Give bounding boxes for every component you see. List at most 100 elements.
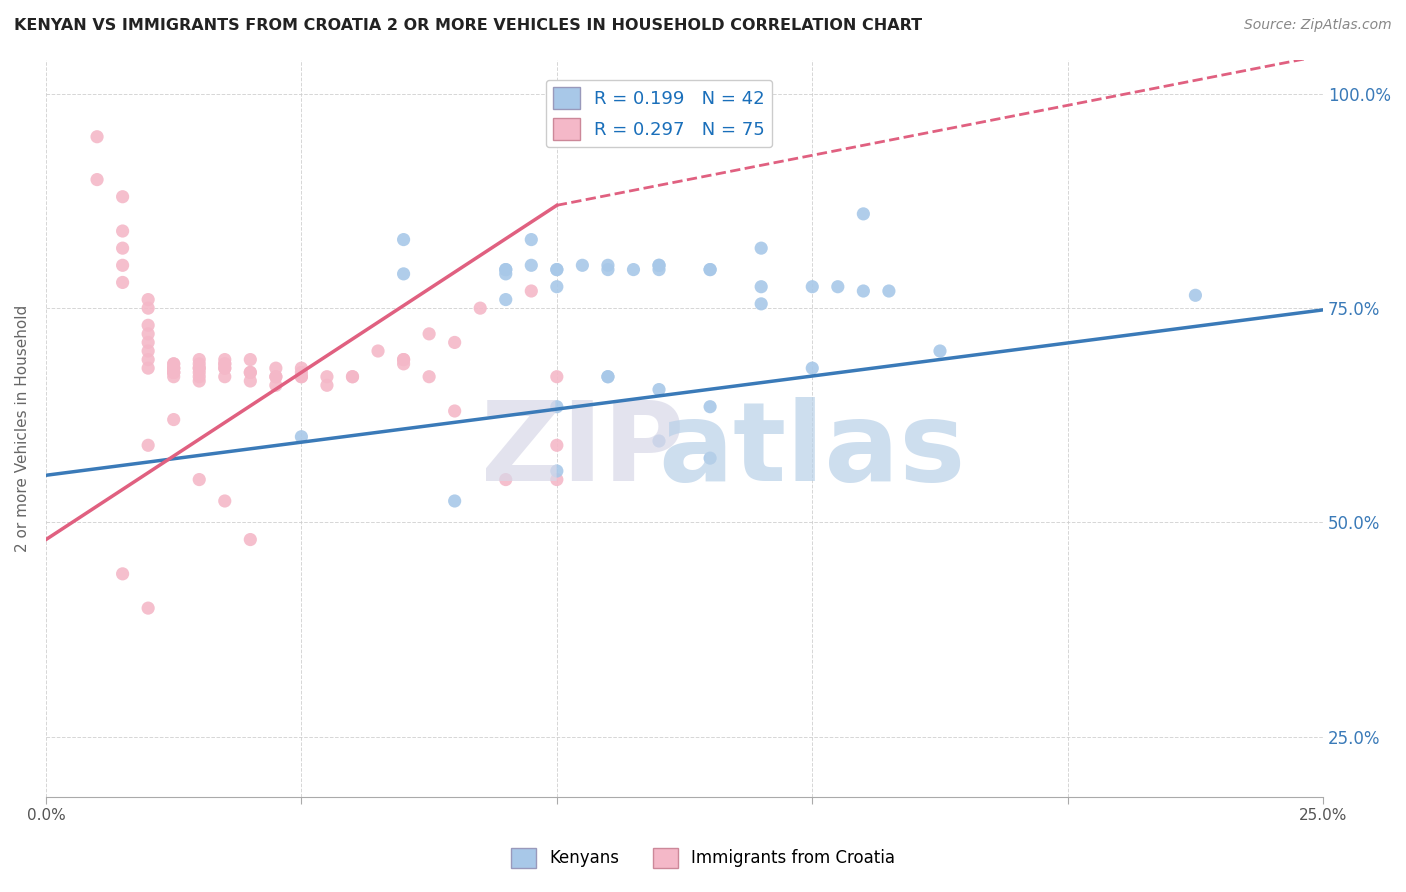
Point [136, 301, 159, 315]
Point [188, 361, 211, 376]
Text: atlas: atlas [658, 397, 966, 504]
Legend: Kenyans, Immigrants from Croatia: Kenyans, Immigrants from Croatia [505, 841, 901, 875]
Point [111, 566, 134, 581]
Point [188, 352, 211, 367]
Point [443, 494, 465, 508]
Point [163, 357, 186, 371]
Point [596, 369, 619, 384]
Point [546, 369, 568, 384]
Point [111, 224, 134, 238]
Point [699, 262, 721, 277]
Point [163, 366, 186, 380]
Point [86, 172, 108, 186]
Point [214, 352, 236, 367]
Point [136, 343, 159, 358]
Point [443, 404, 465, 418]
Point [290, 430, 312, 444]
Point [495, 267, 517, 281]
Text: KENYAN VS IMMIGRANTS FROM CROATIA 2 OR MORE VEHICLES IN HOUSEHOLD CORRELATION CH: KENYAN VS IMMIGRANTS FROM CROATIA 2 OR M… [14, 18, 922, 33]
Point [827, 279, 849, 293]
Point [188, 473, 211, 487]
Point [163, 361, 186, 376]
Point [443, 335, 465, 350]
Point [648, 258, 671, 272]
Point [86, 129, 108, 144]
Point [239, 374, 262, 388]
Point [163, 369, 186, 384]
Point [188, 366, 211, 380]
Point [749, 241, 772, 255]
Point [546, 473, 568, 487]
Point [239, 533, 262, 547]
Point [596, 258, 619, 272]
Point [546, 262, 568, 277]
Point [648, 258, 671, 272]
Point [495, 473, 517, 487]
Point [749, 279, 772, 293]
Point [648, 434, 671, 448]
Point [188, 369, 211, 384]
Point [470, 301, 492, 315]
Legend: R = 0.199   N = 42, R = 0.297   N = 75: R = 0.199 N = 42, R = 0.297 N = 75 [546, 79, 772, 147]
Point [163, 361, 186, 376]
Point [264, 369, 287, 384]
Point [136, 326, 159, 341]
Point [392, 233, 415, 247]
Point [648, 383, 671, 397]
Point [546, 438, 568, 452]
Point [418, 369, 440, 384]
Point [699, 262, 721, 277]
Point [111, 276, 134, 290]
Point [214, 357, 236, 371]
Point [392, 352, 415, 367]
Point [163, 357, 186, 371]
Point [392, 352, 415, 367]
Point [699, 400, 721, 414]
Point [239, 352, 262, 367]
Y-axis label: 2 or more Vehicles in Household: 2 or more Vehicles in Household [15, 304, 30, 552]
Point [342, 369, 364, 384]
Point [546, 279, 568, 293]
Point [392, 357, 415, 371]
Point [852, 284, 875, 298]
Point [648, 262, 671, 277]
Point [470, 824, 492, 838]
Point [520, 233, 543, 247]
Point [316, 369, 339, 384]
Point [877, 284, 900, 298]
Point [136, 438, 159, 452]
Point [520, 258, 543, 272]
Point [136, 361, 159, 376]
Point [136, 601, 159, 615]
Point [239, 366, 262, 380]
Point [163, 412, 186, 426]
Point [188, 374, 211, 388]
Point [163, 366, 186, 380]
Point [290, 369, 312, 384]
Point [111, 258, 134, 272]
Point [136, 335, 159, 350]
Point [596, 262, 619, 277]
Point [392, 267, 415, 281]
Point [188, 361, 211, 376]
Point [1184, 288, 1206, 302]
Point [111, 241, 134, 255]
Text: Source: ZipAtlas.com: Source: ZipAtlas.com [1244, 18, 1392, 32]
Point [801, 279, 824, 293]
Point [546, 400, 568, 414]
Point [801, 361, 824, 376]
Point [623, 262, 645, 277]
Point [290, 361, 312, 376]
Point [520, 284, 543, 298]
Point [495, 262, 517, 277]
Point [546, 262, 568, 277]
Point [136, 293, 159, 307]
Point [214, 494, 236, 508]
Point [163, 361, 186, 376]
Point [418, 326, 440, 341]
Point [163, 366, 186, 380]
Point [929, 343, 952, 358]
Point [749, 297, 772, 311]
Point [546, 464, 568, 478]
Point [342, 369, 364, 384]
